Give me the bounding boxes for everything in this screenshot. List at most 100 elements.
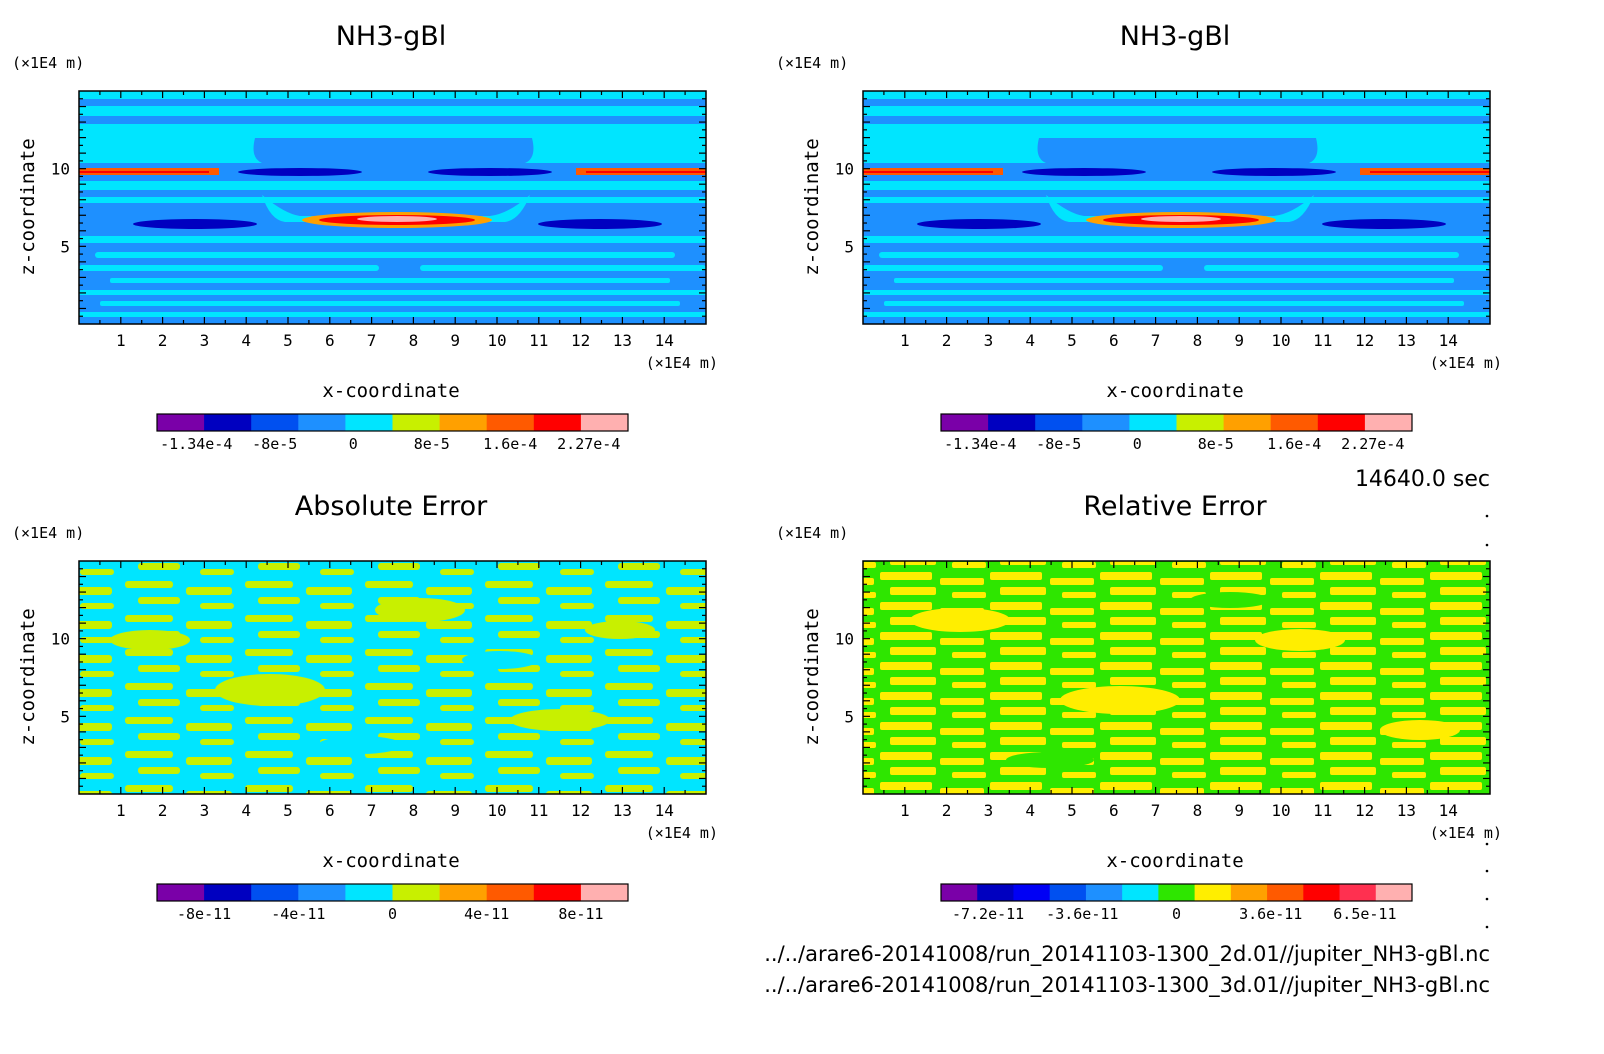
x-tick-label: 8 bbox=[1193, 331, 1203, 350]
x-axis-label: x-coordinate bbox=[322, 850, 459, 872]
colorbar-swatch bbox=[580, 414, 629, 431]
x-tick-label: 10 bbox=[1271, 801, 1290, 820]
x-tick-label: 8 bbox=[409, 801, 419, 820]
colorbar-label: 1.6e-4 bbox=[1267, 435, 1321, 453]
colorbar-swatch bbox=[345, 884, 393, 901]
z-tick-label: 10 bbox=[835, 630, 854, 649]
x-tick-label: 14 bbox=[1439, 331, 1458, 350]
z-tick-labels: 5 10 bbox=[835, 630, 854, 727]
z-tick-label: 5 bbox=[844, 707, 854, 726]
colorbar-swatch bbox=[392, 884, 441, 901]
panel-title: NH3-gBl bbox=[336, 21, 447, 52]
colorbar-swatch bbox=[1129, 414, 1177, 431]
z-axis-label: z-coordinate bbox=[801, 138, 823, 275]
z-tick-label: 5 bbox=[60, 237, 70, 256]
margin-dots bbox=[1485, 514, 1489, 929]
colorbar-frame bbox=[940, 413, 1413, 432]
colorbar-label: 8e-5 bbox=[1198, 435, 1234, 453]
panel-absolute-error: Absolute Error (×1E4 m) 1 2 3 4 5 6 7 8 9 10 11 12 1… bbox=[12, 491, 718, 923]
x-tick-label: 11 bbox=[529, 801, 548, 820]
axis-ticks bbox=[863, 91, 1490, 324]
colorbar-swatch bbox=[1223, 414, 1272, 431]
x-unit-label: (×1E4 m) bbox=[646, 354, 718, 372]
colorbar-label: -8e-11 bbox=[177, 905, 231, 923]
panel-relative-error: Relative Error (×1E4 m) 1 2 3 4 5 6 7 8 9 10 11 12 1… bbox=[776, 491, 1502, 923]
colorbar-swatch bbox=[298, 884, 346, 901]
colorbar-label: 8e-11 bbox=[558, 905, 603, 923]
colorbar-swatch bbox=[1230, 884, 1268, 901]
x-tick-label: 11 bbox=[1313, 801, 1332, 820]
x-tick-label: 6 bbox=[325, 331, 335, 350]
x-tick-label: 4 bbox=[1025, 331, 1035, 350]
x-axis-label: x-coordinate bbox=[1106, 380, 1243, 402]
colorbar: -7.2e-11 -3.6e-11 0 3.6e-11 6.5e-11 bbox=[940, 883, 1413, 923]
x-unit-label: (×1E4 m) bbox=[1430, 824, 1502, 842]
colorbar-swatch bbox=[1035, 414, 1083, 431]
colorbar-swatch bbox=[1049, 884, 1087, 901]
colorbar-label: 4e-11 bbox=[464, 905, 509, 923]
colorbar-swatch bbox=[941, 414, 989, 431]
x-tick-label: 12 bbox=[571, 331, 590, 350]
x-tick-label: 14 bbox=[1439, 801, 1458, 820]
x-tick-label: 4 bbox=[241, 801, 251, 820]
colorbar-swatch bbox=[1194, 884, 1232, 901]
file-path-2d: ../../arare6-20141008/run_20141103-1300_… bbox=[764, 942, 1490, 967]
contour-field bbox=[863, 91, 1490, 324]
x-axis-label: x-coordinate bbox=[322, 380, 459, 402]
panel-title: Relative Error bbox=[1083, 491, 1267, 522]
z-unit-label: (×1E4 m) bbox=[12, 524, 84, 542]
colorbar-label: 6.5e-11 bbox=[1333, 905, 1396, 923]
x-tick-labels: 1 2 3 4 5 6 7 8 9 10 11 12 13 14 bbox=[116, 331, 674, 350]
x-unit-label: (×1E4 m) bbox=[1430, 354, 1502, 372]
contour-blobs bbox=[910, 592, 1460, 768]
colorbar-swatch bbox=[1267, 884, 1304, 901]
colorbar-swatch bbox=[1270, 414, 1319, 431]
colorbar-swatch bbox=[1303, 884, 1341, 901]
colorbar-frame bbox=[940, 883, 1413, 902]
contour-blobs bbox=[110, 598, 655, 754]
colorbar-swatch bbox=[1176, 414, 1225, 431]
colorbar-label: 1.6e-4 bbox=[483, 435, 537, 453]
colorbar-swatch bbox=[580, 884, 629, 901]
colorbar-swatch bbox=[157, 414, 205, 431]
colorbar-label: 0 bbox=[349, 435, 358, 453]
colorbar-swatch bbox=[533, 414, 582, 431]
colorbar-swatch bbox=[486, 414, 535, 431]
colorbar-swatch bbox=[977, 884, 1014, 901]
x-tick-label: 3 bbox=[200, 801, 210, 820]
x-tick-label: 10 bbox=[487, 331, 506, 350]
colorbar-swatch bbox=[157, 884, 205, 901]
x-tick-label: 7 bbox=[1151, 331, 1161, 350]
panel-nh3-3d: NH3-gBl (×1E4 m) bbox=[776, 21, 1502, 453]
x-tick-label: 12 bbox=[571, 801, 590, 820]
colorbar-label: 0 bbox=[1172, 905, 1181, 923]
colorbar-label: -1.34e-4 bbox=[944, 435, 1016, 453]
x-tick-label: 4 bbox=[1025, 801, 1035, 820]
axis-ticks bbox=[863, 561, 1490, 794]
x-tick-label: 13 bbox=[613, 801, 632, 820]
z-tick-label: 10 bbox=[51, 160, 70, 179]
x-tick-labels: 1 2 3 4 5 6 7 8 9 10 11 12 13 14 bbox=[116, 801, 674, 820]
x-tick-label: 6 bbox=[325, 801, 335, 820]
colorbar-label: 0 bbox=[388, 905, 397, 923]
x-tick-label: 3 bbox=[984, 331, 994, 350]
colorbar-swatch bbox=[1375, 884, 1413, 901]
colorbar-swatch bbox=[204, 414, 252, 431]
colorbar-swatch bbox=[1085, 884, 1123, 901]
x-tick-label: 14 bbox=[655, 331, 674, 350]
axis-ticks bbox=[79, 91, 706, 324]
x-tick-label: 4 bbox=[241, 331, 251, 350]
x-tick-label: 1 bbox=[116, 801, 126, 820]
colorbar-label: 2.27e-4 bbox=[1341, 435, 1404, 453]
contour-field bbox=[863, 561, 1490, 794]
x-tick-label: 12 bbox=[1355, 331, 1374, 350]
z-axis-label: z-coordinate bbox=[17, 608, 39, 745]
x-tick-label: 14 bbox=[655, 801, 674, 820]
panel-title: NH3-gBl bbox=[1120, 21, 1231, 52]
x-tick-label: 7 bbox=[367, 331, 377, 350]
x-tick-label: 1 bbox=[116, 331, 126, 350]
z-unit-label: (×1E4 m) bbox=[776, 54, 848, 72]
colorbar-label: -3.6e-11 bbox=[1046, 905, 1118, 923]
colorbar-swatch bbox=[533, 884, 582, 901]
